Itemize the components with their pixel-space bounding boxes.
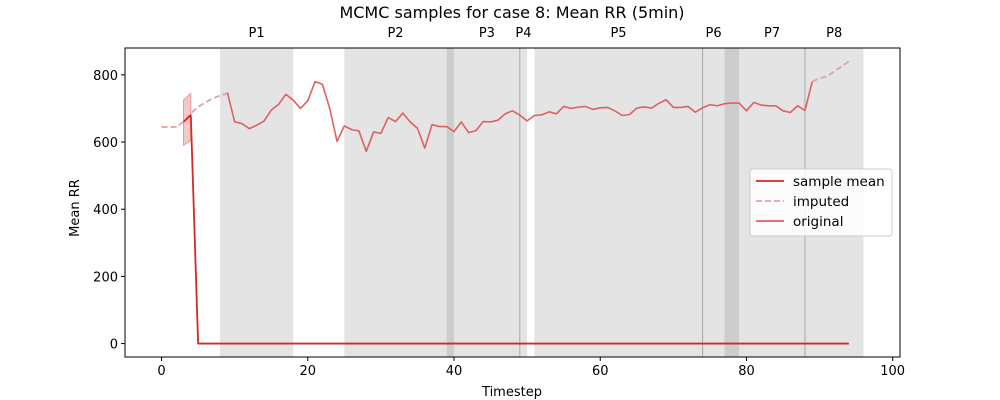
series-sample-mean-line xyxy=(182,114,849,345)
y-tick-label: 600 xyxy=(93,136,118,151)
period-label-p5: P5 xyxy=(610,26,626,41)
period-label-p2: P2 xyxy=(387,26,403,41)
series-original-line xyxy=(226,80,814,153)
period-shade-p1 xyxy=(220,48,294,357)
y-tick-label: 0 xyxy=(110,338,118,353)
period-label-p1: P1 xyxy=(249,26,265,41)
x-tick-label: 0 xyxy=(157,364,165,379)
period-label-p6: P6 xyxy=(705,26,721,41)
x-tick-label: 100 xyxy=(880,364,905,379)
legend-label-sample-mean: sample mean xyxy=(793,174,885,190)
period-overlap-shade xyxy=(446,48,455,357)
y-tick-label: 800 xyxy=(93,69,118,84)
period-shade-p3 xyxy=(454,48,520,357)
period-label-p3: P3 xyxy=(479,26,495,41)
period-shade-p2 xyxy=(344,48,447,357)
plot-frame xyxy=(124,47,901,358)
y-axis-title: Mean RR xyxy=(68,179,83,237)
x-tick-label: 20 xyxy=(300,364,317,379)
legend-label-imputed: imputed xyxy=(793,194,849,210)
series-imputed-line xyxy=(161,92,228,128)
period-label-p4: P4 xyxy=(515,26,531,41)
legend-label-original: original xyxy=(793,214,843,230)
period-label-p8: P8 xyxy=(826,26,842,41)
y-tick-label: 400 xyxy=(93,203,118,218)
series-layer xyxy=(161,60,850,345)
legend: sample mean imputed original xyxy=(749,168,893,237)
legend-frame xyxy=(749,168,893,237)
x-tick-label: 80 xyxy=(738,364,755,379)
chart-title: MCMC samples for case 8: Mean RR (5min) xyxy=(339,3,684,22)
period-label-p7: P7 xyxy=(764,26,780,41)
period-shade-p6 xyxy=(702,48,725,357)
period-overlap-shade xyxy=(724,48,740,357)
period-shade-p4 xyxy=(519,48,528,357)
axes: 0 20 40 60 80 100 0 200 400 600 800 xyxy=(93,69,905,379)
x-tick-label: 60 xyxy=(592,364,609,379)
x-axis-title: Timestep xyxy=(481,385,542,400)
period-shade-p5 xyxy=(534,48,703,357)
series-imputed-line xyxy=(811,60,850,83)
y-tick-label: 200 xyxy=(93,270,118,285)
x-tick-label: 40 xyxy=(446,364,463,379)
period-labels: P1 P2 P3 P4 P5 P6 P7 P8 xyxy=(249,26,843,41)
